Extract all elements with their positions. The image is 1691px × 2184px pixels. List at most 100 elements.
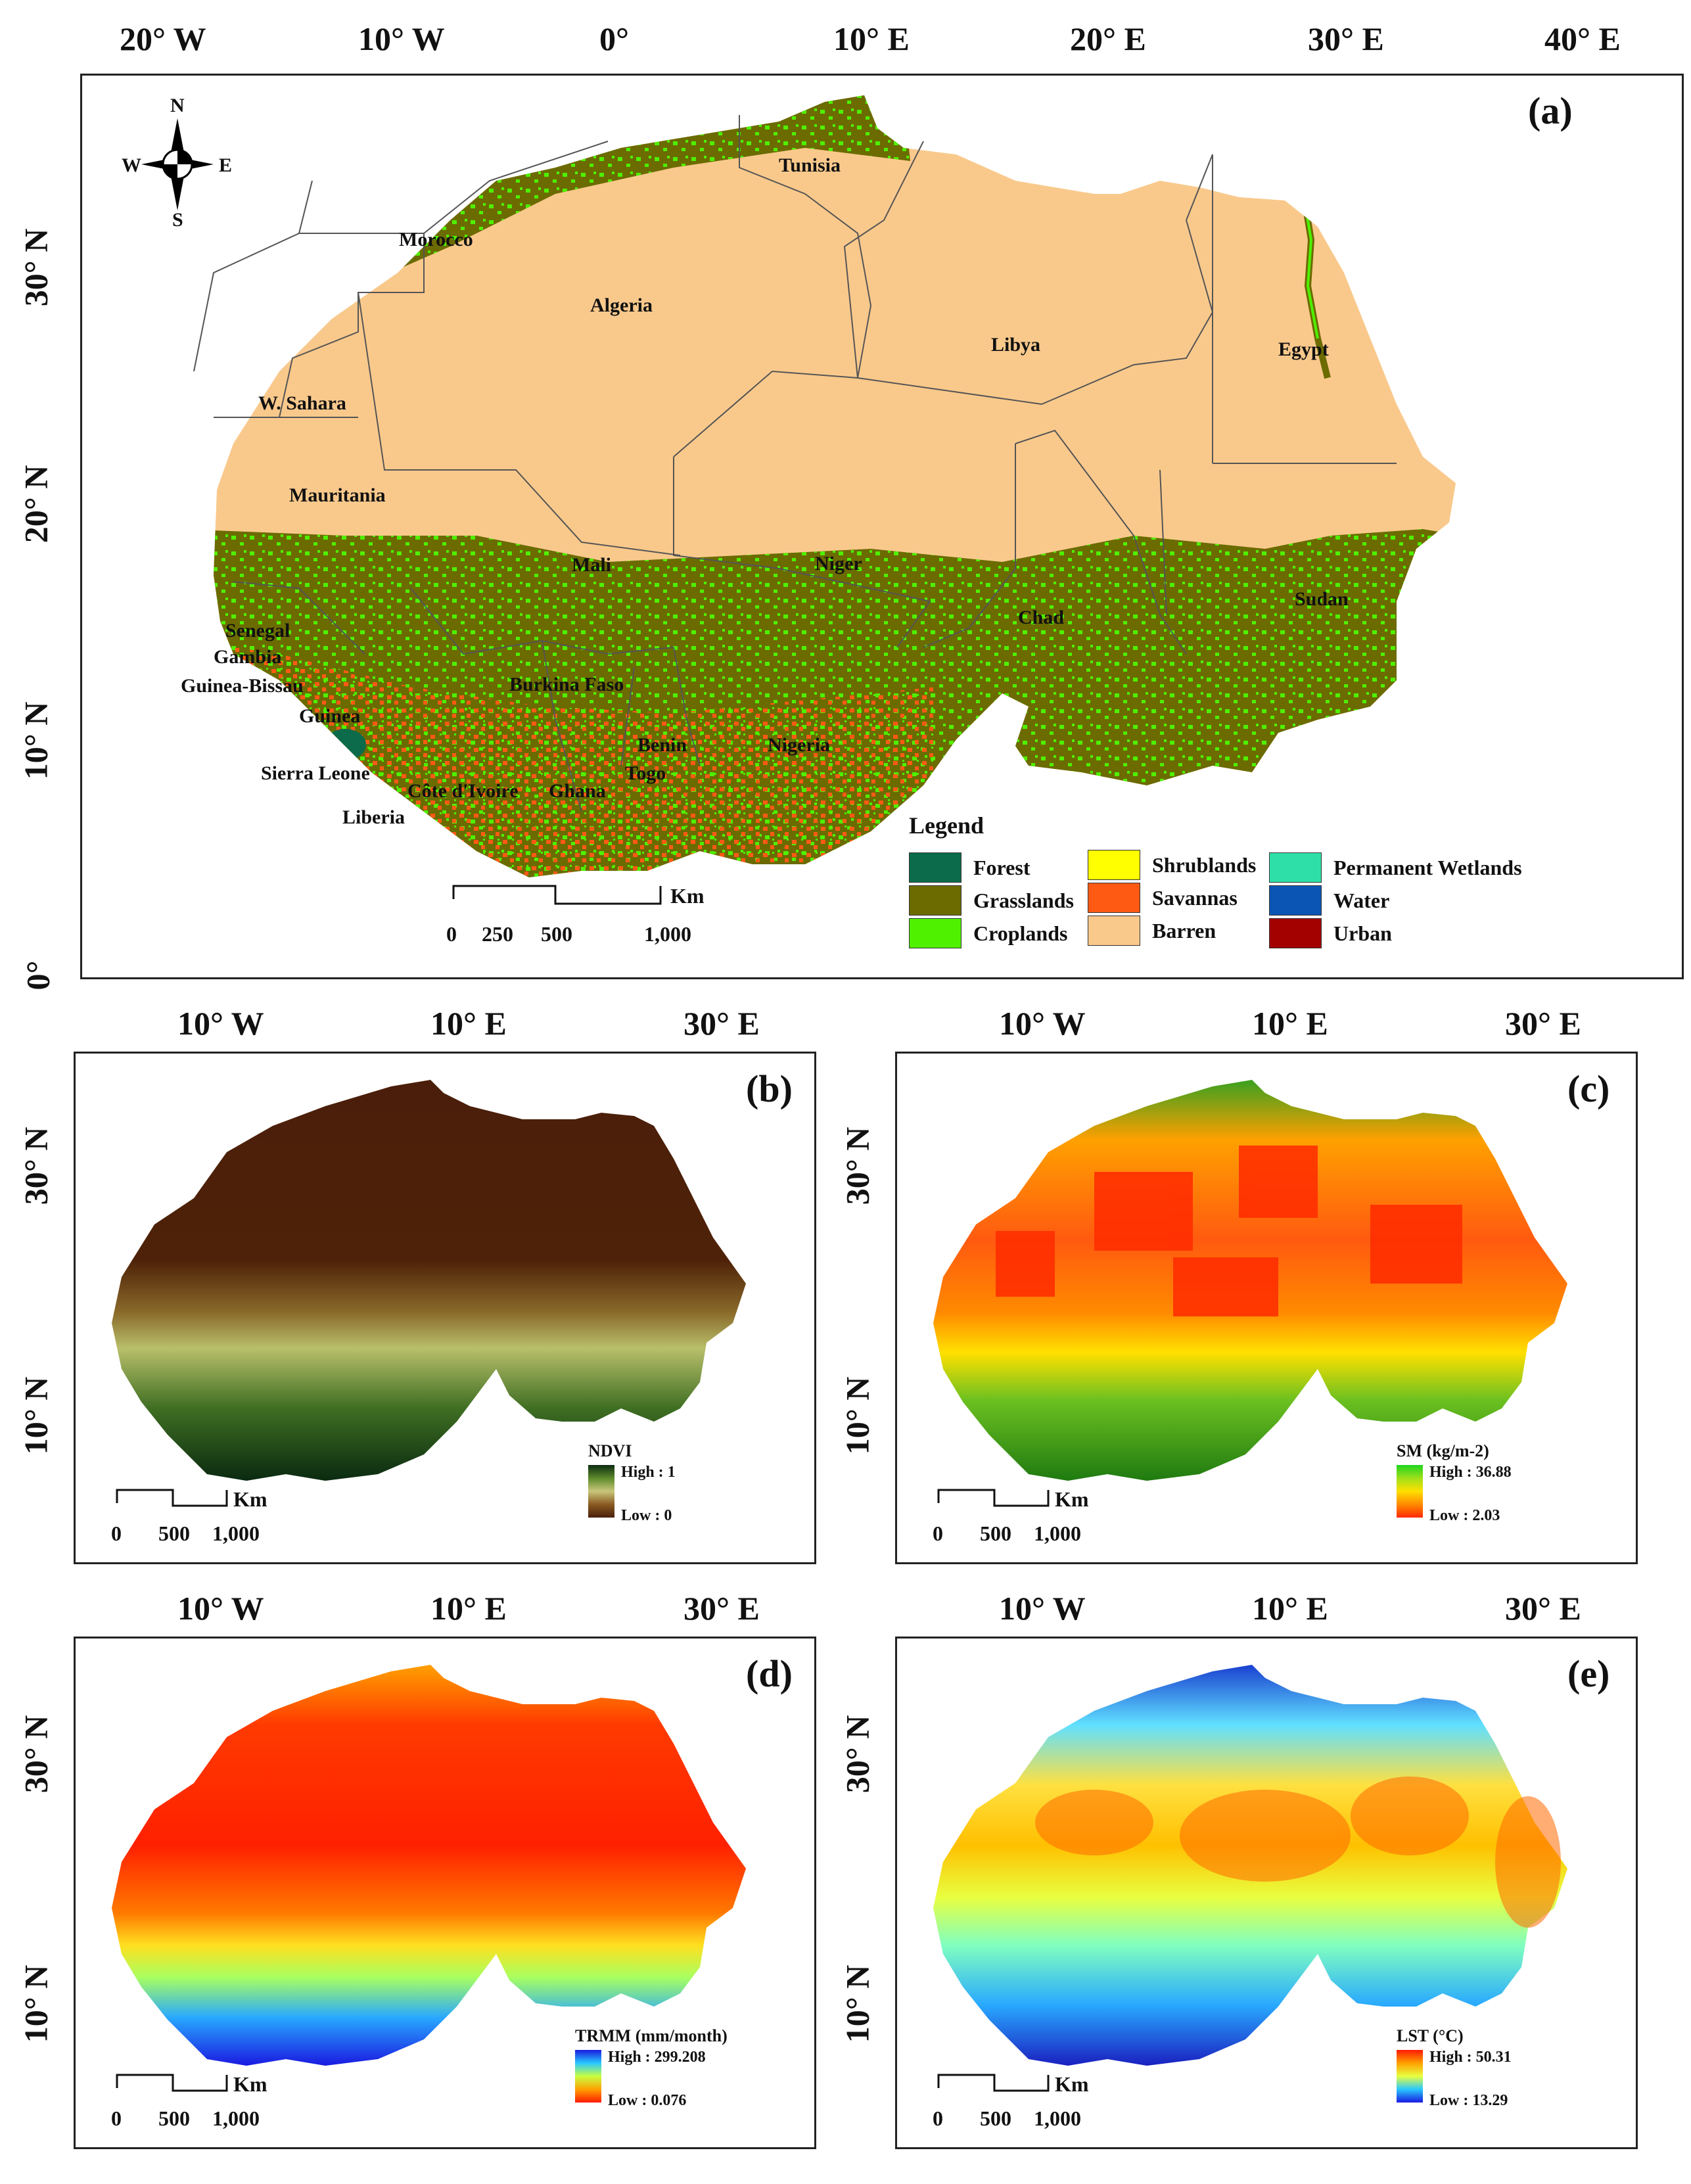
scale-label: 500: [980, 2106, 1011, 2130]
east-label: E: [219, 154, 233, 176]
panel-a-map: (a) N S W E Tunisia Morocco Algeria Liby…: [80, 74, 1684, 979]
country-label: Sudan: [1295, 588, 1349, 610]
scale-label: 500: [541, 922, 572, 946]
lst-legend: LST (°C) High : 50.31 Low : 13.29: [1397, 2026, 1594, 2118]
scale-label: 1,000: [212, 1522, 260, 1545]
x-tick: 10° E: [833, 20, 910, 57]
scale-label: 500: [158, 2106, 190, 2130]
scale-label: 0: [933, 1522, 943, 1545]
country-label: Niger: [815, 553, 862, 574]
north-arrow: N S W E: [122, 95, 233, 231]
legend-swatch: [1088, 883, 1140, 913]
y-tick: 10° N: [17, 1376, 55, 1455]
country-label: Mauritania: [289, 484, 386, 506]
legend-item-forest: Forest: [909, 852, 1030, 883]
legend-label: Water: [1333, 888, 1390, 912]
scale-bar: Km 0 500 1,000: [933, 2072, 1121, 2131]
legend-swatch: [909, 852, 961, 883]
legend-swatch: [909, 918, 961, 948]
country-label: Côte d'Ivoire: [407, 780, 519, 802]
landcover-legend: Legend Forest Grasslands Croplands Shrub…: [909, 812, 1566, 969]
legend-high: High : 36.88: [1429, 1464, 1512, 1481]
country-label: Guinea: [299, 705, 361, 727]
panel-label: (b): [746, 1067, 793, 1110]
scale-bar-graphic: [937, 1489, 1050, 1507]
country-label: Morocco: [399, 229, 473, 250]
x-tick: 30° E: [1505, 1590, 1581, 1627]
legend-swatch: [909, 885, 961, 916]
panel-label: (a): [1528, 89, 1573, 132]
scale-bar: Km 0 500 1,000: [111, 2072, 299, 2131]
y-tick: 30° N: [839, 1715, 876, 1794]
legend-swatch: [1088, 916, 1140, 946]
country-label: Egypt: [1278, 338, 1329, 360]
country-label: Chad: [1018, 607, 1065, 628]
x-tick: 0°: [599, 20, 629, 57]
x-tick: 10° E: [430, 1005, 507, 1042]
legend-title: TRMM (mm/month): [575, 2026, 728, 2045]
legend-colorbar: [575, 2050, 601, 2103]
legend-swatch: [1269, 885, 1322, 916]
x-tick: 30° E: [1308, 20, 1384, 57]
panel-c-map: (c) SM (kg/m-2) High : 36.88 Low : 2.03 …: [895, 1052, 1638, 1564]
x-tick: 10° W: [999, 1005, 1086, 1042]
legend-label: Shrublands: [1152, 852, 1257, 877]
x-tick: 30° E: [1505, 1005, 1581, 1042]
country-label: W. Sahara: [258, 392, 346, 414]
west-label: W: [122, 154, 141, 176]
scale-unit: Km: [233, 1487, 267, 1511]
legend-item-savannas: Savannas: [1088, 883, 1238, 913]
legend-title: NDVI: [588, 1441, 632, 1460]
panel-b-map: (b) NDVI High : 1 Low : 0 Km 0 500 1,000: [74, 1052, 816, 1564]
scale-label: 0: [111, 2106, 122, 2130]
legend-label: Permanent Wetlands: [1333, 855, 1522, 879]
y-tick: 10° N: [839, 1964, 876, 2043]
scale-unit: Km: [233, 2072, 267, 2096]
legend-label: Grasslands: [973, 888, 1074, 912]
country-label: Liberia: [342, 806, 405, 828]
x-tick: 20° E: [1070, 20, 1146, 57]
legend-low: Low : 0: [621, 1507, 672, 1524]
legend-item-urban: Urban: [1269, 918, 1392, 948]
y-tick: 30° N: [839, 1127, 876, 1205]
country-label: Ghana: [549, 780, 606, 802]
ndvi-map: [112, 1080, 746, 1481]
y-tick: 30° N: [17, 1715, 55, 1794]
y-tick: 10° N: [17, 701, 55, 780]
country-label: Benin: [637, 734, 687, 756]
x-tick: 30° E: [683, 1590, 760, 1627]
legend-colorbar: [588, 1465, 614, 1518]
trmm-map: [112, 1665, 746, 2066]
scale-bar-graphic: [116, 1489, 228, 1507]
y-tick: 30° N: [17, 228, 55, 307]
ndvi-legend: NDVI High : 1 Low : 0: [588, 1441, 772, 1533]
legend-high: High : 299.208: [608, 2049, 706, 2066]
scale-label: 1,000: [212, 2106, 260, 2130]
y-tick: 0°: [19, 960, 57, 990]
legend-colorbar: [1397, 1465, 1423, 1518]
scale-unit: Km: [670, 884, 705, 908]
south-label: S: [172, 209, 183, 231]
legend-item-wetlands: Permanent Wetlands: [1269, 852, 1522, 883]
y-tick: 30° N: [17, 1127, 55, 1205]
country-label: Libya: [991, 334, 1041, 356]
scale-label: 1,000: [644, 922, 691, 946]
panel-label: (d): [746, 1652, 793, 1695]
scale-label: 0: [111, 1522, 122, 1545]
panel-label: (e): [1567, 1652, 1610, 1695]
legend-title: LST (°C): [1397, 2026, 1464, 2045]
x-tick: 10° E: [1252, 1005, 1328, 1042]
legend-high: High : 50.31: [1429, 2049, 1512, 2066]
x-tick: 10° E: [1252, 1590, 1328, 1627]
scale-label: 1,000: [1034, 2106, 1081, 2130]
scale-label: 500: [158, 1522, 190, 1545]
legend-swatch: [1269, 918, 1322, 948]
legend-title: SM (kg/m-2): [1397, 1441, 1489, 1460]
panel-d-map: (d) TRMM (mm/month) High : 299.208 Low :…: [74, 1637, 816, 2149]
country-label: Sierra Leone: [261, 762, 370, 784]
legend-item-grasslands: Grasslands: [909, 885, 1074, 916]
soil-moisture-map: [933, 1080, 1567, 1481]
trmm-legend: TRMM (mm/month) High : 299.208 Low : 0.0…: [575, 2026, 799, 2118]
legend-item-barren: Barren: [1088, 916, 1216, 946]
legend-item-croplands: Croplands: [909, 918, 1067, 948]
